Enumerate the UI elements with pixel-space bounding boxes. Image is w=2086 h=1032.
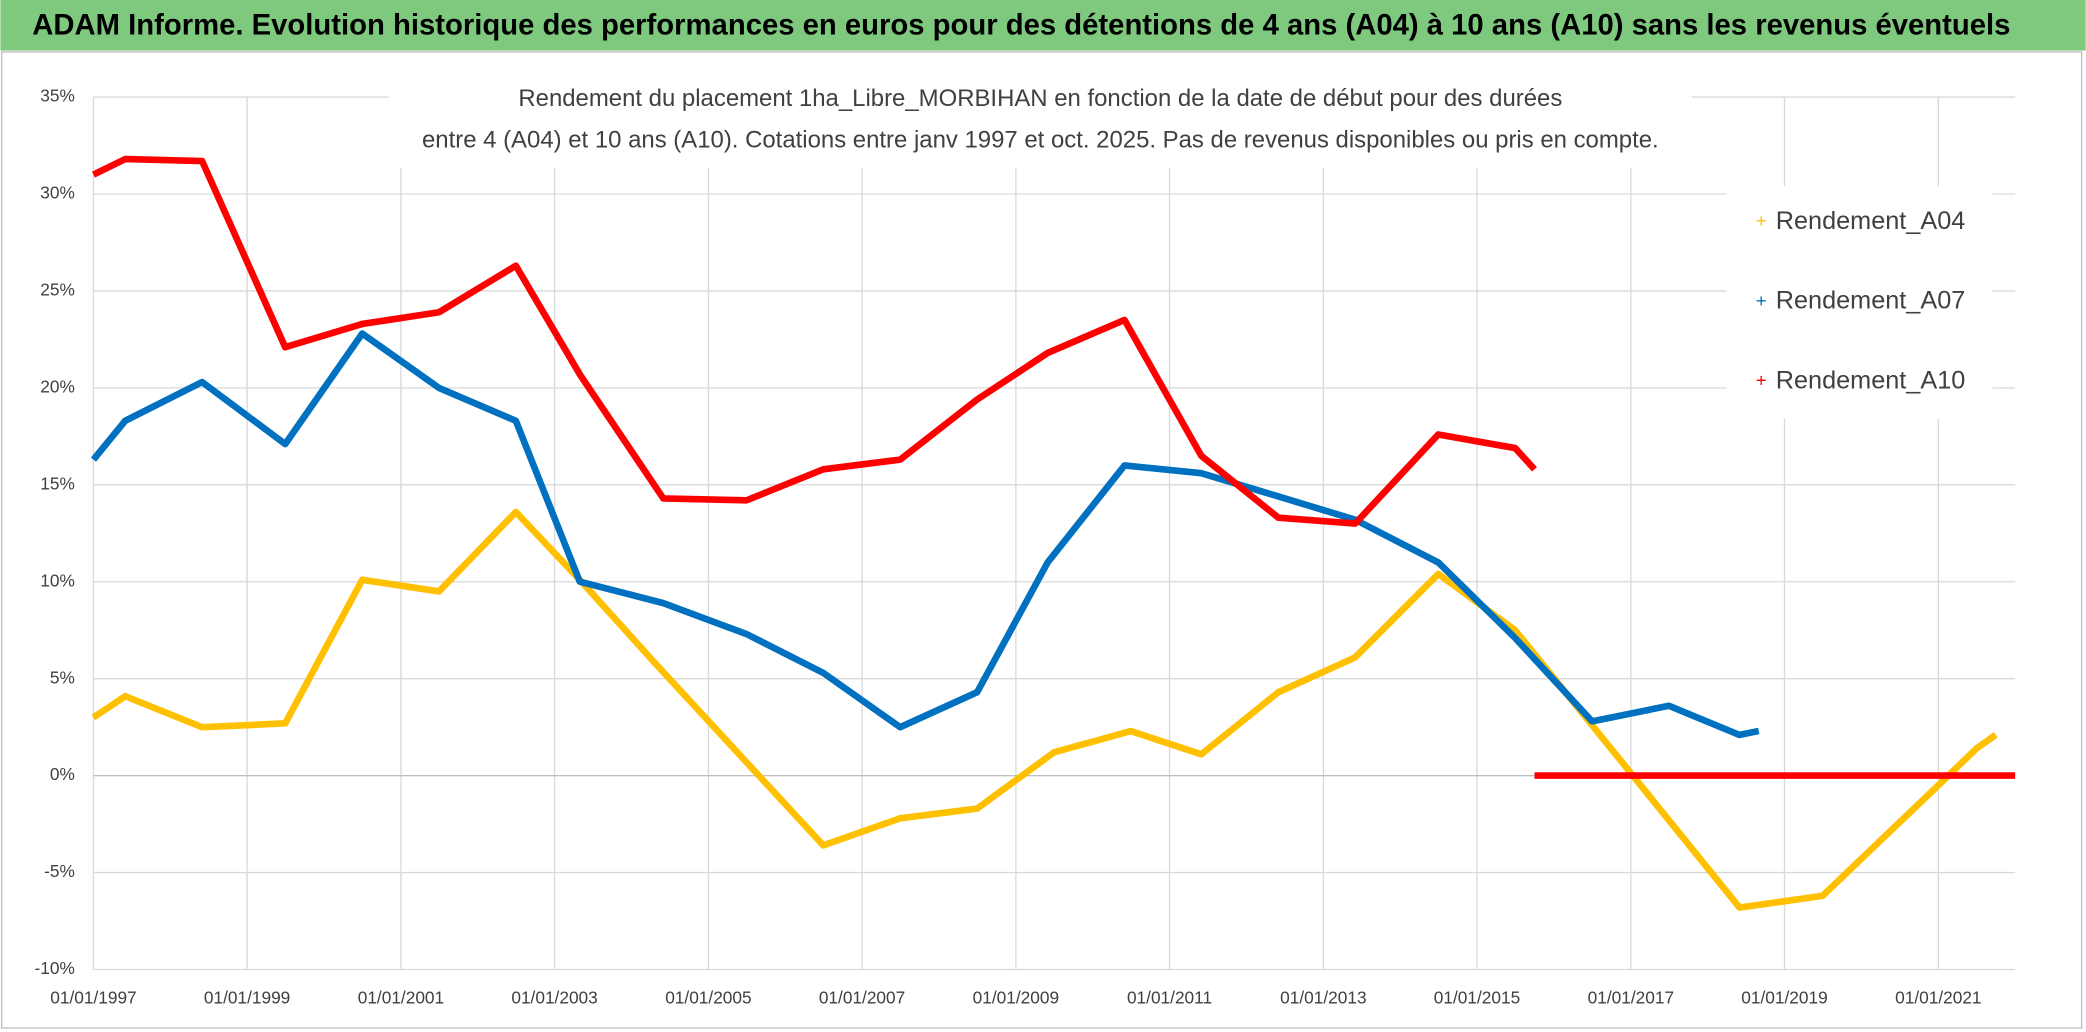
chart-title: entre 4 (A04) et 10 ans (A10). Cotations…: [422, 126, 1659, 153]
legend-label: Rendement_A07: [1776, 287, 1966, 315]
x-tick-label: 01/01/2001: [358, 987, 444, 1007]
chart-title: Rendement du placement 1ha_Libre_MORBIHA…: [518, 85, 1562, 112]
x-tick-label: 01/01/1997: [50, 987, 136, 1007]
x-tick-label: 01/01/2005: [665, 987, 751, 1007]
y-tick-label: -10%: [35, 958, 75, 978]
x-tick-label: 01/01/2003: [511, 987, 597, 1007]
y-tick-label: 0%: [50, 764, 75, 784]
title-bg: [388, 77, 1692, 168]
y-tick-label: 35%: [40, 86, 75, 106]
y-tick-label: 20%: [40, 376, 75, 396]
legend-marker: +: [1756, 210, 1767, 231]
legend-marker: +: [1756, 290, 1767, 311]
series-line: [90, 330, 1760, 739]
x-tick-label: 01/01/2013: [1280, 987, 1366, 1007]
x-tick-label: 01/01/1999: [204, 987, 290, 1007]
y-tick-label: 25%: [40, 280, 75, 300]
y-tick-label: 5%: [50, 667, 75, 687]
series-line: [91, 508, 1998, 911]
legend-label: Rendement_A10: [1776, 366, 1966, 394]
x-tick-label: 01/01/2019: [1741, 987, 1827, 1007]
x-tick-label: 01/01/2009: [973, 987, 1059, 1007]
legend-bg: [1726, 186, 1993, 419]
frame: [1, 51, 2083, 1029]
y-tick-label: 10%: [40, 570, 75, 590]
y-tick-label: 15%: [40, 473, 75, 493]
series-line: [91, 155, 2016, 779]
y-tick-label: -5%: [44, 861, 75, 881]
x-tick-label: 01/01/2007: [819, 987, 905, 1007]
legend-marker: +: [1756, 370, 1767, 391]
x-tick-label: 01/01/2017: [1588, 987, 1674, 1007]
plot: + Rendement_A04 + Rendement_A07 + Rendement_A…: [90, 155, 2016, 911]
x-tick-label: 01/01/2011: [1127, 987, 1212, 1007]
x-tick-label: 01/01/2021: [1895, 987, 1981, 1007]
banner: ADAM Informe. Evolution historique des p…: [32, 9, 2010, 41]
y-tick-label: 30%: [40, 183, 75, 203]
banner-bar: [0, 0, 2086, 51]
legend-label: Rendement_A04: [1776, 207, 1966, 235]
x-tick-label: 01/01/2015: [1434, 987, 1520, 1007]
